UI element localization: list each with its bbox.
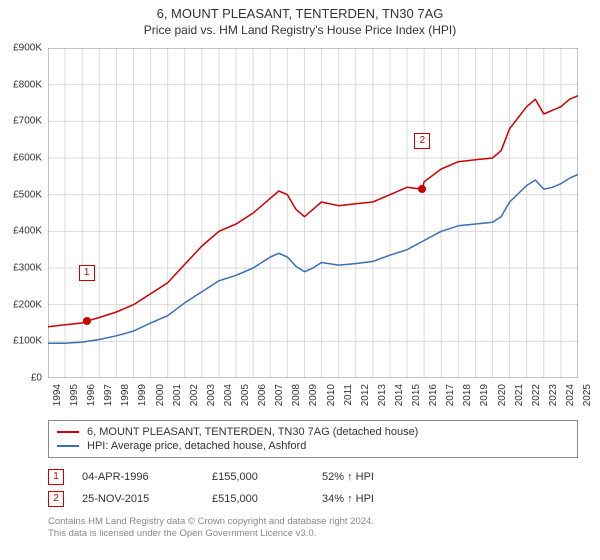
- legend-label: HPI: Average price, detached house, Ashf…: [87, 440, 306, 452]
- x-axis-label: 2001: [172, 384, 183, 414]
- x-axis-label: 2004: [223, 384, 234, 414]
- x-axis-label: 2016: [428, 384, 439, 414]
- x-axis-label: 2020: [497, 384, 508, 414]
- bottom-panel: 6, MOUNT PLEASANT, TENTERDEN, TN30 7AG (…: [48, 420, 578, 541]
- event-pct: 34% ↑ HPI: [322, 493, 412, 505]
- event-row: 2 25-NOV-2015£515,00034% ↑ HPI: [48, 488, 578, 510]
- event-pct: 52% ↑ HPI: [322, 471, 412, 483]
- x-axis-label: 2010: [326, 384, 337, 414]
- legend-item: HPI: Average price, detached house, Ashf…: [57, 439, 569, 453]
- x-axis-label: 1998: [120, 384, 131, 414]
- x-axis-label: 2014: [394, 384, 405, 414]
- event-price: £155,000: [212, 471, 322, 483]
- x-axis-label: 2006: [257, 384, 268, 414]
- legend-item: 6, MOUNT PLEASANT, TENTERDEN, TN30 7AG (…: [57, 425, 569, 439]
- x-axis-label: 2002: [189, 384, 200, 414]
- x-axis-label: 1995: [69, 384, 80, 414]
- chart-area: £0£100K£200K£300K£400K£500K£600K£700K£80…: [48, 48, 578, 378]
- price-point-dot: [418, 185, 426, 193]
- y-axis-label: £800K: [2, 79, 42, 90]
- legend-swatch: [57, 431, 79, 433]
- event-marker: 1: [48, 469, 64, 485]
- x-axis-label: 2015: [411, 384, 422, 414]
- x-axis-label: 1996: [86, 384, 97, 414]
- x-axis-label: 2022: [531, 384, 542, 414]
- price-point-dot: [83, 317, 91, 325]
- x-axis-label: 2003: [206, 384, 217, 414]
- x-axis-label: 2007: [274, 384, 285, 414]
- x-axis-label: 2012: [360, 384, 371, 414]
- y-axis-label: £100K: [2, 336, 42, 347]
- x-axis-label: 2009: [308, 384, 319, 414]
- chart-subtitle: Price paid vs. HM Land Registry's House …: [0, 21, 600, 41]
- chart-svg: [48, 48, 578, 378]
- price-point-marker: 2: [414, 133, 430, 149]
- legend-label: 6, MOUNT PLEASANT, TENTERDEN, TN30 7AG (…: [87, 426, 418, 438]
- x-axis-label: 2005: [240, 384, 251, 414]
- y-axis-label: £200K: [2, 299, 42, 310]
- event-price: £515,000: [212, 493, 322, 505]
- event-date: 25-NOV-2015: [82, 493, 212, 505]
- y-axis-label: £700K: [2, 116, 42, 127]
- event-row: 1 04-APR-1996£155,00052% ↑ HPI: [48, 466, 578, 488]
- x-axis-label: 1999: [137, 384, 148, 414]
- chart-container: 6, MOUNT PLEASANT, TENTERDEN, TN30 7AG P…: [0, 0, 600, 560]
- event-marker: 2: [48, 491, 64, 507]
- y-axis-label: £900K: [2, 43, 42, 54]
- x-axis-label: 2013: [377, 384, 388, 414]
- x-axis-label: 1997: [103, 384, 114, 414]
- x-axis-label: 2024: [565, 384, 576, 414]
- x-axis-label: 2011: [343, 384, 354, 414]
- x-axis-label: 2008: [291, 384, 302, 414]
- x-axis-label: 2023: [548, 384, 559, 414]
- legend-box: 6, MOUNT PLEASANT, TENTERDEN, TN30 7AG (…: [48, 420, 578, 458]
- y-axis-label: £300K: [2, 263, 42, 274]
- y-axis-label: £500K: [2, 189, 42, 200]
- chart-title: 6, MOUNT PLEASANT, TENTERDEN, TN30 7AG: [0, 0, 600, 21]
- y-axis-label: £0: [2, 373, 42, 384]
- y-axis-label: £600K: [2, 153, 42, 164]
- x-axis-label: 2018: [462, 384, 473, 414]
- x-axis-label: 2025: [582, 384, 593, 414]
- x-axis-label: 2019: [479, 384, 490, 414]
- x-axis-label: 2021: [514, 384, 525, 414]
- footer: Contains HM Land Registry data © Crown c…: [48, 516, 578, 541]
- y-axis-label: £400K: [2, 226, 42, 237]
- event-date: 04-APR-1996: [82, 471, 212, 483]
- x-axis-label: 2000: [155, 384, 166, 414]
- x-axis-label: 2017: [445, 384, 456, 414]
- footer-line: This data is licensed under the Open Gov…: [48, 528, 578, 540]
- footer-line: Contains HM Land Registry data © Crown c…: [48, 516, 578, 528]
- x-axis-label: 1994: [52, 384, 63, 414]
- price-point-marker: 1: [79, 265, 95, 281]
- events-table: 1 04-APR-1996£155,00052% ↑ HPI 2 25-NOV-201…: [48, 466, 578, 510]
- legend-swatch: [57, 445, 79, 447]
